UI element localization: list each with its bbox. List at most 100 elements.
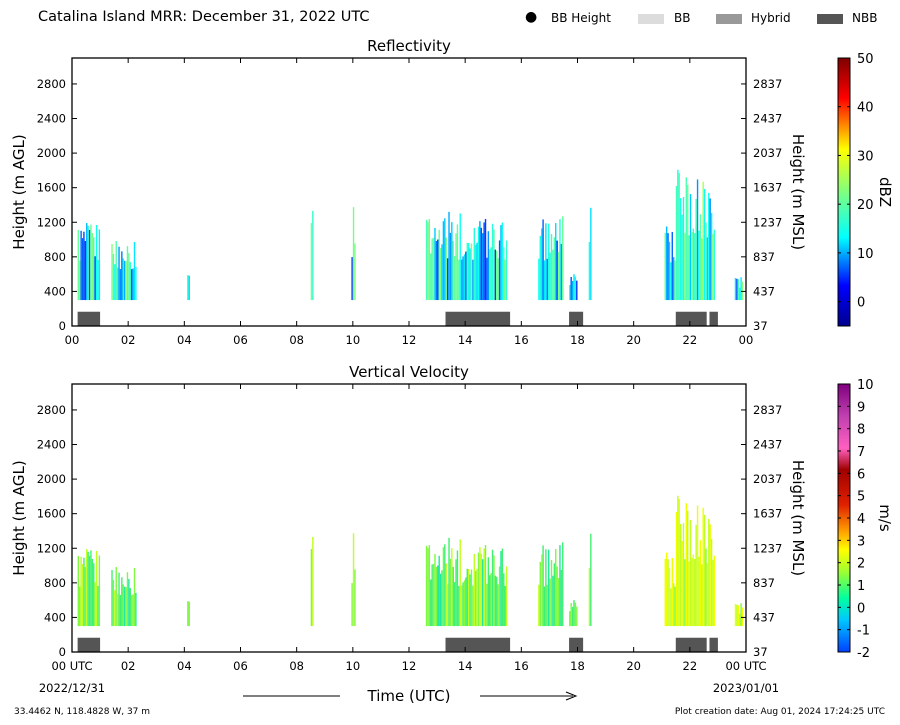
echo-bar [694,558,696,627]
echo-bar [559,219,561,301]
echo-bar [434,553,436,627]
echo-bar [740,603,742,627]
echo-bar [81,238,84,301]
echo-bar [545,223,547,301]
echo-bar [83,557,85,627]
x-tick-label: 20 [626,333,641,347]
echo-bar [681,214,683,301]
echo-bar [664,232,666,301]
bright-band-marker [569,311,584,326]
echo-bar [573,600,575,627]
y-tick-label: 1600 [37,507,66,521]
echo-bar [483,222,485,301]
echo-bar [445,237,447,301]
echo-bar [668,241,671,301]
echo-bar [689,194,692,301]
echo-bar [703,514,706,627]
echo-bar [546,584,549,627]
bright-band-marker [445,311,511,326]
echo-bar [705,548,707,627]
echo-bar [125,261,127,301]
y-tick-label: 1600 [37,181,66,195]
echo-bar [439,573,442,627]
echo-bar [490,247,492,301]
echo-bar [588,241,591,301]
echo-bar [670,262,672,301]
legend-label-nbb: NBB [852,11,878,25]
echo-bar [480,553,483,627]
echo-bar [692,554,695,627]
echo-bar [501,222,504,301]
echo-bar [538,584,540,627]
echo-bar [685,503,688,627]
echo-bar [94,582,96,627]
echo-bar [425,545,428,627]
bright-band-marker [569,637,584,652]
echo-bar [540,554,543,627]
colorbar-label: dBZ [876,177,894,207]
echo-bar [708,518,710,627]
echo-bar [694,232,696,301]
echo-bar [437,239,439,301]
echo-bar [684,233,686,301]
echo-bar [706,237,709,301]
echo-bar [467,568,470,627]
bright-band-marker [675,311,707,326]
echo-bar [472,259,474,301]
x-tick-label: 02 [121,333,136,347]
echo-bar [688,235,690,301]
echo-bar [701,238,703,301]
echo-bar [112,253,115,301]
echo-bar [352,533,355,627]
echo-bar [503,573,505,627]
echo-bar [674,260,676,301]
echo-bar [573,274,575,301]
echo-bar [79,586,81,627]
echo-bar [459,539,461,627]
echo-bar [98,555,101,627]
echo-bar [549,252,551,301]
echo-bar [114,264,116,301]
echo-bar [712,559,714,627]
echo-bar [540,228,543,301]
panel-title: Vertical Velocity [349,363,469,381]
echo-bar [439,247,442,301]
y2-tick-label: 437 [753,284,775,298]
y-tick-label: 2400 [37,112,66,126]
echo-bar [473,227,475,301]
echo-bar [435,241,438,301]
echo-bar [462,582,464,627]
echo-bar [312,210,314,301]
echo-bar [493,229,495,301]
echo-bar [687,510,689,627]
echo-bar [88,555,91,627]
echo-bar [432,237,435,301]
page-title: Catalina Island MRR: December 31, 2022 U… [38,9,370,25]
echo-bar [93,563,95,627]
echo-bar [98,229,101,301]
colorbar-tick-label: -1 [857,624,870,639]
chart-panel-refl: Reflectivity0400800120016002000240028003… [10,37,894,347]
y2-tick-label: 37 [753,645,768,659]
echo-bar [569,285,571,301]
echo-bar [501,548,504,627]
echo-bar [672,257,675,301]
echo-bar [503,247,505,301]
panel-title: Reflectivity [367,37,451,55]
echo-bar [187,275,189,301]
echo-bar [444,544,446,627]
echo-bar [428,545,431,627]
echo-bar [667,559,669,627]
echo-bar [465,577,467,627]
colorbar-tick-label: 6 [857,467,865,482]
echo-bar [576,280,578,301]
plot-frame [71,383,747,653]
y2-tick-label: 837 [753,576,775,590]
echo-bar [91,558,94,627]
echo-bar [446,584,449,627]
echo-bar [500,225,502,301]
plot-frame [71,57,747,327]
echo-bar [556,240,558,301]
echo-bar [118,246,120,301]
